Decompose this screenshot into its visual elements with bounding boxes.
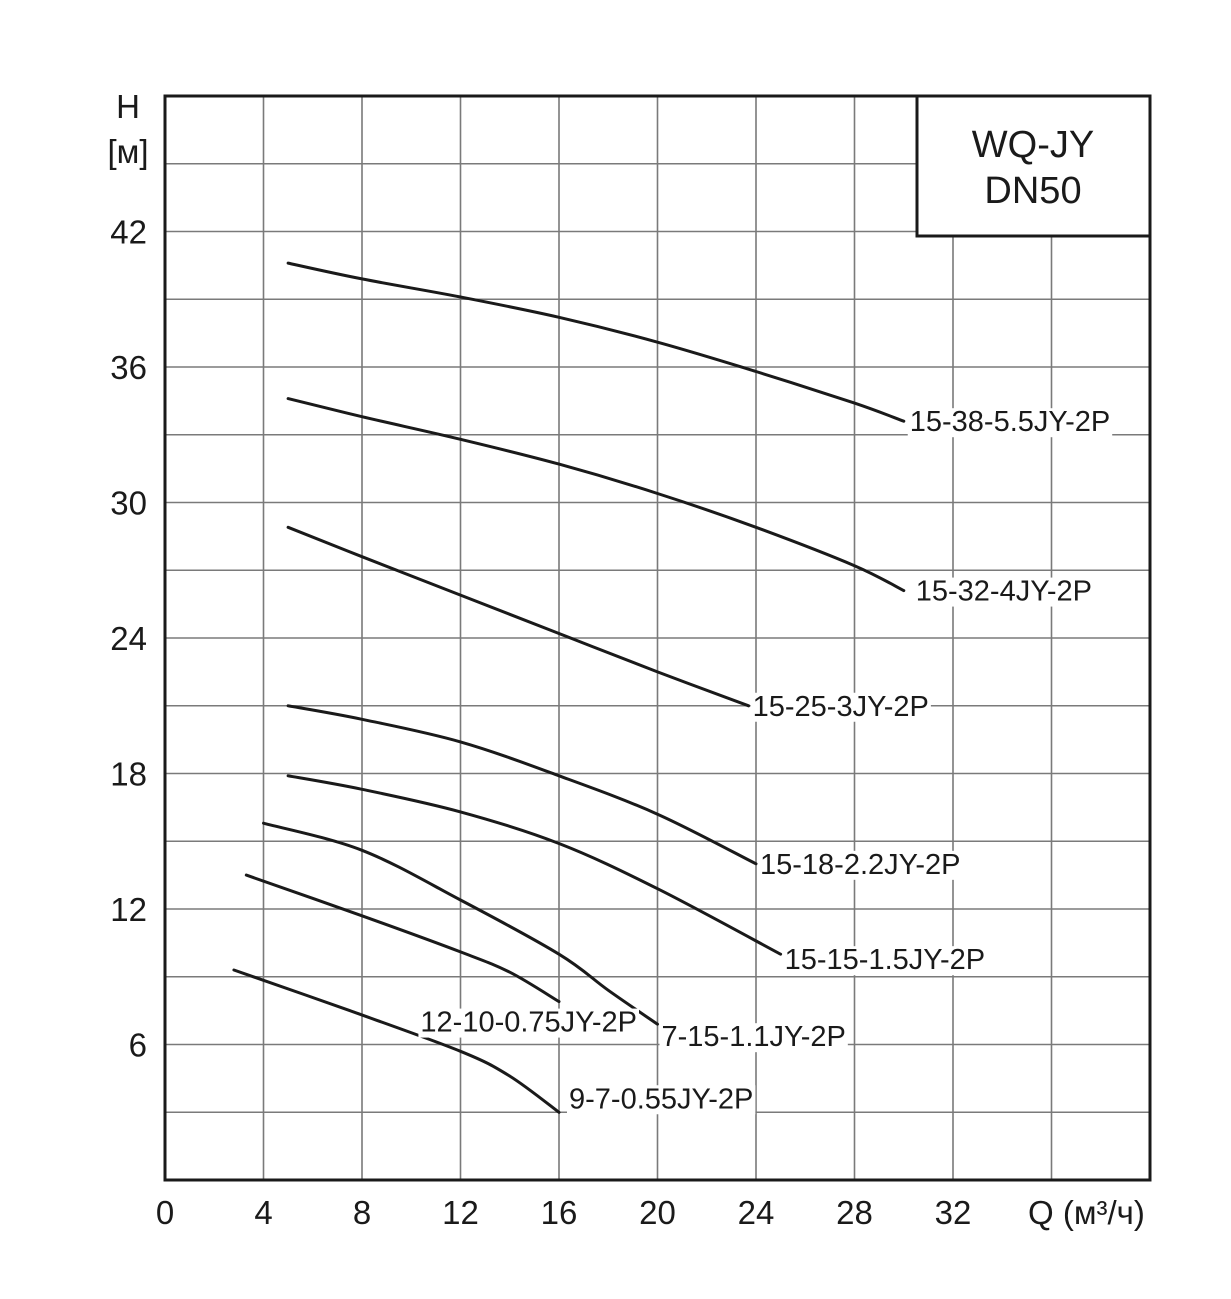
- curve-15-38-5.5JY-2P: [286, 261, 906, 423]
- y-tick-label: 30: [110, 485, 147, 522]
- x-tick-label: 0: [156, 1194, 174, 1231]
- curve-label-background: [418, 1008, 639, 1038]
- chart-ticks: 0 4 8 12 16 20 24 28 32 6 12 18 24 30 36 42: [110, 214, 971, 1232]
- y-axis-title-line-1: H: [116, 88, 140, 125]
- x-axis-title: Q (м³/ч): [1028, 1194, 1145, 1231]
- x-tick-label: 8: [353, 1194, 371, 1231]
- curve-label-background: [659, 1023, 848, 1053]
- curve-label: 15-18-2.2JY-2P: [760, 849, 960, 881]
- curve-label-background: [567, 1085, 756, 1115]
- curve-label: 9-7-0.55JY-2P: [569, 1083, 753, 1115]
- curve-label: 15-15-1.5JY-2P: [785, 944, 985, 976]
- curve-15-18-2.2JY-2P: [286, 704, 758, 866]
- plot-frame: [163, 94, 1152, 1182]
- x-tick-label: 16: [541, 1194, 578, 1231]
- curve-label: 15-25-3JY-2P: [753, 691, 929, 723]
- y-tick-label: 12: [110, 891, 147, 928]
- chart-title-line-2: DN50: [984, 170, 1081, 212]
- x-tick-label: 28: [836, 1194, 873, 1231]
- curve-15-32-4JY-2P: [286, 397, 906, 593]
- y-tick-label: 6: [129, 1027, 147, 1064]
- curve-9-7-0.55JY-2P: [232, 968, 561, 1114]
- curve-labels: 15-38-5.5JY-2P 15-32-4JY-2P 15-25-3JY-2P 15…: [418, 406, 1113, 1115]
- curve-label: 15-38-5.5JY-2P: [910, 406, 1110, 438]
- x-tick-label: 24: [738, 1194, 775, 1231]
- curve-label-background: [907, 408, 1113, 438]
- chart-curves: [232, 261, 906, 1114]
- y-tick-label: 36: [110, 349, 147, 386]
- y-axis-title-line-2: [м]: [107, 133, 148, 170]
- x-tick-label: 20: [639, 1194, 676, 1231]
- curve-label-background: [750, 692, 931, 722]
- y-tick-label: 42: [110, 214, 147, 251]
- y-tick-label: 18: [110, 756, 147, 793]
- title-box: WQ-JY DN50: [915, 94, 1152, 238]
- x-tick-label: 4: [254, 1194, 272, 1231]
- curve-label-background: [782, 946, 988, 976]
- x-tick-label: 32: [935, 1194, 972, 1231]
- curve-label: 7-15-1.1JY-2P: [662, 1021, 846, 1053]
- curve-12-10-0.75JY-2P: [244, 873, 561, 1004]
- curve-15-25-3JY-2P: [286, 525, 751, 708]
- curve-label-background: [758, 850, 963, 880]
- x-tick-label: 12: [442, 1194, 479, 1231]
- y-tick-label: 24: [110, 620, 147, 657]
- curve-label: 15-32-4JY-2P: [916, 576, 1092, 608]
- curve-7-15-1.1JY-2P: [262, 821, 659, 1026]
- curve-15-15-1.5JY-2P: [286, 774, 783, 956]
- curve-label-background: [913, 577, 1095, 607]
- curve-label: 12-10-0.75JY-2P: [420, 1007, 637, 1039]
- chart-grid: [165, 96, 1150, 1180]
- title-box-frame: [915, 94, 1152, 238]
- chart-title-line-1: WQ-JY: [972, 124, 1094, 166]
